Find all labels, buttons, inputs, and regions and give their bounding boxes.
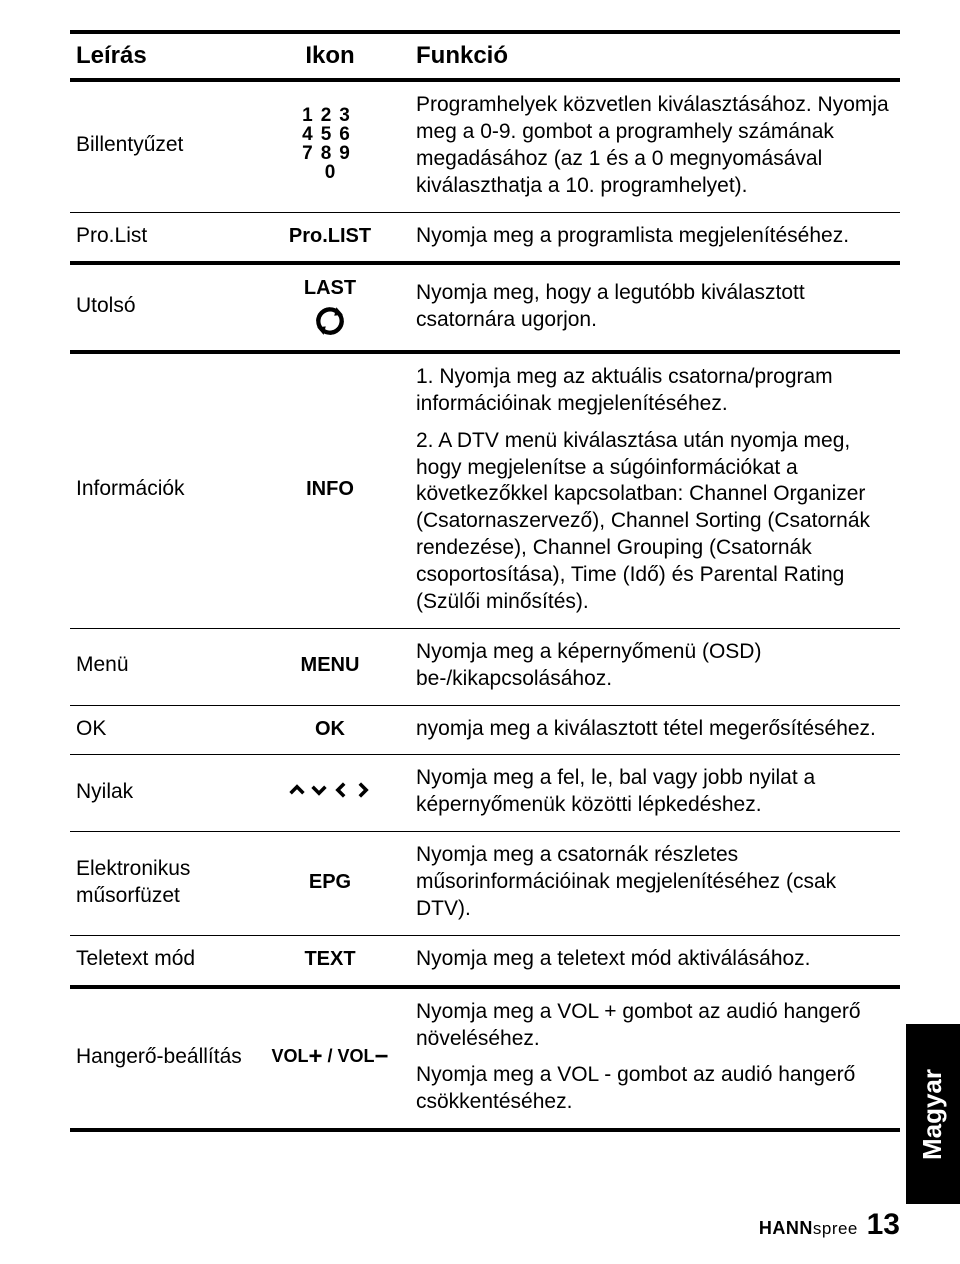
col-header-desc: Leírás (70, 32, 250, 80)
functions-table: Leírás Ikon Funkció Billentyűzet 1234567… (70, 30, 900, 1132)
row-func: Nyomja meg a csatornák részletes műsorin… (410, 832, 900, 936)
menu-icon: MENU (250, 628, 410, 705)
row-desc: Elektronikus műsorfüzet (70, 832, 250, 936)
row-desc: OK (70, 705, 250, 755)
chevron-left-icon (333, 782, 349, 798)
row-desc: Pro.List (70, 212, 250, 263)
info-icon: INFO (250, 352, 410, 628)
row-desc: Információk (70, 352, 250, 628)
row-desc: Teletext mód (70, 935, 250, 986)
page-footer: HANNspree 13 (759, 1208, 900, 1242)
row-func: 1. Nyomja meg az aktuális csatorna/progr… (410, 352, 900, 628)
chevron-up-icon (289, 782, 305, 798)
row-func: Nyomja meg a teletext mód aktiválásához. (410, 935, 900, 986)
arrows-icon (250, 755, 410, 832)
row-desc: Nyilak (70, 755, 250, 832)
row-func: Nyomja meg a programlista megjelenítéséh… (410, 212, 900, 263)
row-func: Nyomja meg a VOL + gombot az audió hange… (410, 987, 900, 1131)
keypad-icon: 1234567890 (250, 80, 410, 212)
prolist-icon: Pro.LIST (250, 212, 410, 263)
volume-icon: VOL+ / VOL− (250, 987, 410, 1131)
recycle-icon (313, 304, 347, 338)
row-func: Nyomja meg a képernyőmenü (OSD) be-/kika… (410, 628, 900, 705)
chevron-right-icon (355, 782, 371, 798)
ok-icon: OK (250, 705, 410, 755)
text-icon: TEXT (250, 935, 410, 986)
row-func: nyomja meg a kiválasztott tétel megerősí… (410, 705, 900, 755)
row-desc: Menü (70, 628, 250, 705)
row-func: Programhelyek közvetlen kiválasztásához.… (410, 80, 900, 212)
row-desc: Billentyűzet (70, 80, 250, 212)
row-desc: Hangerő-beállítás (70, 987, 250, 1131)
epg-icon: EPG (250, 832, 410, 936)
chevron-down-icon (311, 782, 327, 798)
col-header-icon: Ikon (250, 32, 410, 80)
row-func: Nyomja meg a fel, le, bal vagy jobb nyil… (410, 755, 900, 832)
row-func: Nyomja meg, hogy a legutóbb kiválasztott… (410, 263, 900, 352)
language-tab: Magyar (906, 1024, 960, 1204)
row-desc: Utolsó (70, 263, 250, 352)
last-icon: LAST (250, 263, 410, 352)
col-header-func: Funkció (410, 32, 900, 80)
